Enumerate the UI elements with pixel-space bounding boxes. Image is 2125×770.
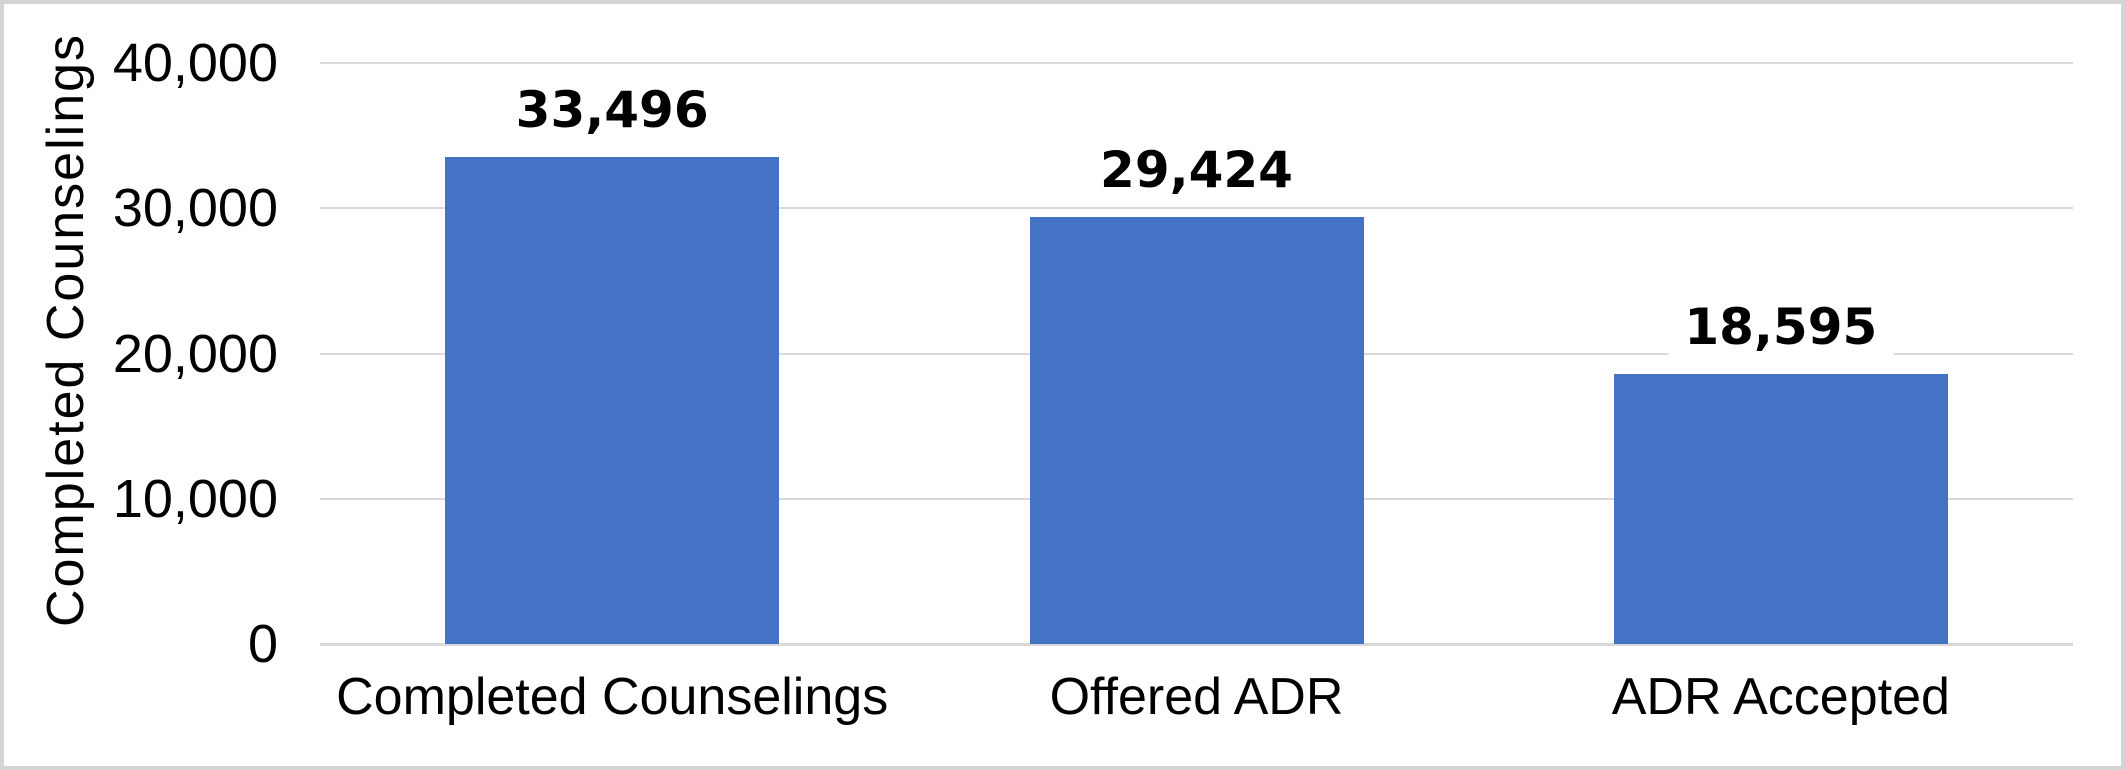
x-axis-line bbox=[320, 643, 2073, 646]
y-tick-label: 10,000 bbox=[112, 468, 278, 529]
x-category-label: Completed Counselings bbox=[336, 668, 889, 726]
bar-value-label: 29,424 bbox=[1084, 140, 1309, 199]
gridline bbox=[320, 62, 2073, 64]
gridline bbox=[320, 207, 2073, 210]
y-tick-label: 0 bbox=[247, 614, 278, 674]
y-tick-label: 40,000 bbox=[112, 33, 278, 93]
bar bbox=[1613, 373, 1948, 644]
bar bbox=[445, 157, 780, 644]
y-tick-label: 20,000 bbox=[112, 323, 278, 384]
y-tick-label: 30,000 bbox=[112, 178, 278, 239]
bar bbox=[1029, 216, 1364, 644]
x-category-label: Offered ADR bbox=[1049, 668, 1344, 726]
bar-value-label: 33,496 bbox=[499, 81, 725, 140]
x-category-label: ADR Accepted bbox=[1611, 668, 1950, 726]
bar-value-label: 18,595 bbox=[1668, 297, 1894, 356]
